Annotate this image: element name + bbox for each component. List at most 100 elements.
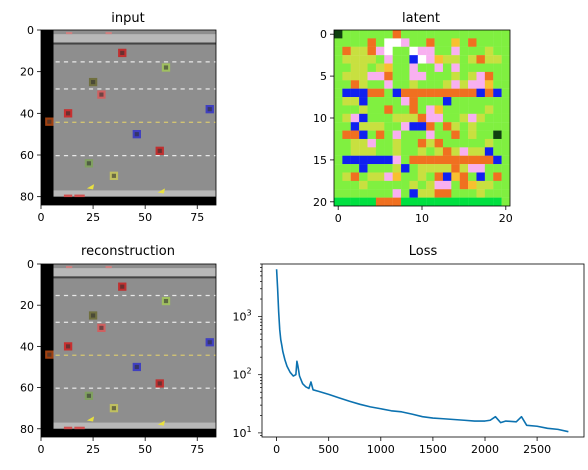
scene-lane-dash	[172, 61, 177, 63]
latent-cell	[451, 97, 460, 106]
latent-cell	[367, 172, 377, 182]
scene-lane-dash	[97, 61, 102, 63]
latent-cell	[459, 63, 469, 73]
latent-cell	[359, 55, 368, 64]
latent-cell	[476, 88, 486, 98]
latent-cell	[350, 130, 360, 140]
latent-cell	[484, 80, 494, 89]
x-tick-label: 20	[499, 212, 513, 225]
scene-median-dash	[172, 354, 177, 356]
scene-lane-dash	[80, 88, 85, 90]
latent-cell	[476, 113, 486, 123]
x-tick-label: 0	[38, 443, 45, 456]
latent-cell	[401, 113, 410, 123]
latent-cell	[493, 147, 502, 156]
scene-lane-dash	[172, 387, 177, 389]
latent-cell	[375, 147, 385, 156]
latent-cell	[434, 80, 444, 89]
scene-bottom-marker	[63, 194, 73, 198]
scene-lane-dash	[97, 387, 102, 389]
scene-lane-dash	[130, 387, 135, 389]
scene-median-dash	[105, 354, 110, 356]
y-tick-label: 20	[20, 66, 34, 79]
scene-chicken	[157, 188, 165, 194]
scene-lane-dash	[122, 387, 127, 389]
latent-cell	[392, 164, 402, 173]
scene-lane-dash	[163, 321, 169, 323]
latent-cell	[501, 30, 510, 39]
latent-cell	[367, 55, 377, 64]
latent-cell	[451, 71, 460, 81]
latent-cell	[375, 138, 385, 148]
latent-cell	[367, 164, 377, 173]
latent-cell	[459, 46, 469, 56]
latent-cell	[384, 97, 393, 106]
latent-cell	[459, 197, 469, 206]
latent-cell	[392, 130, 402, 140]
latent-cell	[409, 38, 418, 47]
latent-cell	[359, 130, 368, 140]
scene-lane-dash	[130, 61, 135, 63]
scene-lane-dash	[205, 88, 210, 90]
scene-lane-dash	[80, 61, 85, 63]
scene-lane-dash	[213, 387, 216, 389]
latent-cell	[375, 189, 385, 198]
latent-cell	[468, 63, 477, 73]
latent-cell	[384, 46, 393, 56]
scene-lane-dash	[197, 155, 202, 157]
latent-cell	[401, 155, 410, 165]
scene-lane-dash	[138, 387, 144, 389]
latent-cell	[468, 113, 477, 123]
loss-panel: Loss 0 500 1000 1500 2000 2500 101 102 103	[232, 244, 585, 456]
latent-cell	[434, 71, 444, 81]
latent-cell	[334, 147, 343, 156]
latent-cell	[442, 105, 452, 114]
latent-cell	[384, 38, 393, 47]
latent-cell	[417, 113, 427, 123]
latent-cell	[401, 147, 410, 156]
input-axes: 0 25 50 75 0 20 40 60 80	[20, 24, 204, 224]
scene-median-dash	[138, 354, 144, 356]
y-tick-label: 101	[232, 425, 251, 440]
latent-cell	[359, 63, 368, 73]
scene-median-dash	[63, 354, 69, 356]
scene-median-dash	[155, 121, 160, 123]
latent-cell	[409, 189, 418, 198]
latent-cell	[334, 30, 343, 39]
latent-cell	[359, 164, 368, 173]
latent-cell	[359, 71, 368, 81]
scene-lane-dash	[213, 88, 216, 90]
latent-cell	[409, 97, 418, 106]
latent-cell	[501, 71, 510, 81]
latent-cell	[493, 155, 502, 165]
latent-cell	[409, 80, 418, 89]
latent-cell	[342, 147, 351, 156]
scene-lane-dash	[138, 321, 144, 323]
latent-cell	[359, 172, 368, 182]
scene-bottom-marker	[74, 426, 85, 430]
latent-cell	[434, 38, 444, 47]
latent-cell	[375, 97, 385, 106]
x-tick-label: 0	[38, 211, 45, 224]
latent-cell	[493, 38, 502, 47]
latent-cell	[350, 197, 360, 206]
latent-cell	[375, 105, 385, 114]
scene-lane-dash	[122, 155, 127, 157]
latent-cell	[493, 180, 502, 190]
scene-lane-dash	[180, 61, 185, 63]
latent-cell	[334, 180, 343, 190]
scene-car-window	[66, 344, 71, 349]
latent-cell	[384, 113, 393, 123]
latent-cell	[434, 88, 444, 98]
latent-cell	[401, 30, 410, 39]
latent-cell	[426, 180, 435, 190]
latent-cell	[468, 30, 477, 39]
scene-lane-dash	[205, 155, 210, 157]
latent-cell	[451, 164, 460, 173]
latent-cell	[493, 197, 502, 206]
latent-cell	[350, 138, 360, 148]
latent-cell	[434, 122, 444, 131]
latent-cell	[334, 189, 343, 198]
latent-cell	[392, 55, 402, 64]
scene-car-window	[207, 340, 212, 345]
